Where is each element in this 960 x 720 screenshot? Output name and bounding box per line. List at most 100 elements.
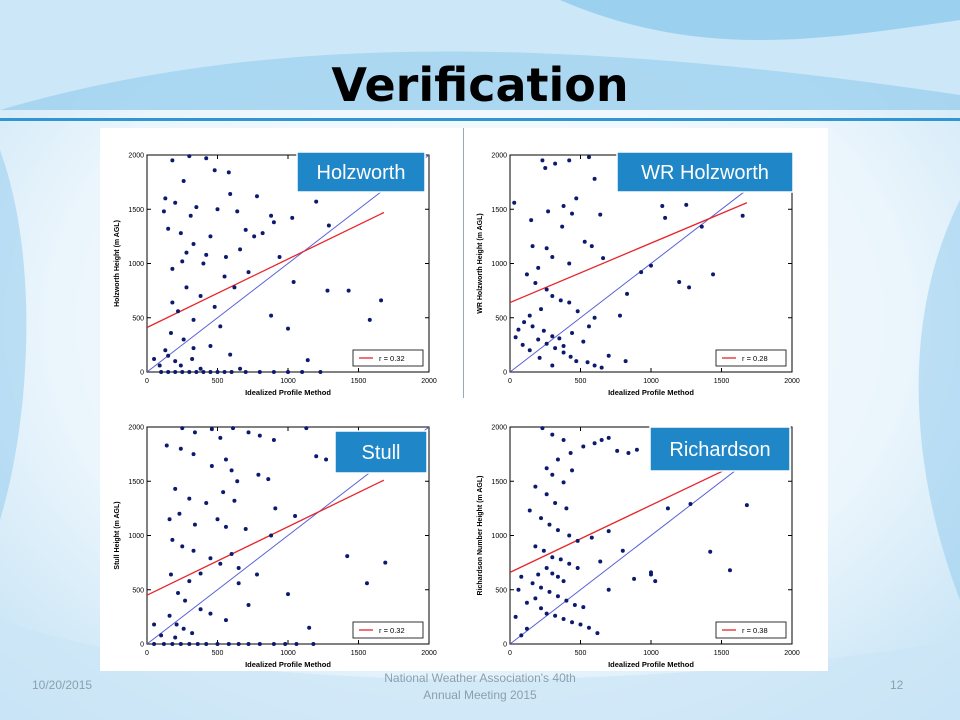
data-point	[547, 589, 552, 594]
data-point	[257, 370, 262, 374]
data-point	[550, 571, 555, 576]
data-point	[599, 365, 604, 370]
data-point	[513, 335, 518, 340]
data-point	[524, 600, 529, 605]
data-point	[286, 326, 290, 331]
data-point	[586, 625, 591, 630]
data-point	[513, 614, 518, 619]
data-point	[178, 642, 183, 646]
data-point	[170, 158, 175, 163]
data-point	[166, 353, 171, 358]
data-point	[198, 294, 203, 299]
data-point	[519, 574, 524, 579]
data-point	[567, 158, 572, 163]
data-point	[606, 353, 611, 358]
data-point	[163, 348, 168, 353]
data-point	[586, 155, 591, 160]
data-point	[364, 581, 369, 586]
data-point	[246, 430, 251, 435]
data-point	[617, 313, 622, 318]
data-point	[592, 315, 597, 320]
data-point	[553, 161, 558, 166]
data-point	[243, 526, 248, 531]
data-point	[223, 524, 228, 529]
data-point	[589, 535, 594, 540]
y-tick-label: 1000	[491, 261, 507, 268]
data-point	[553, 613, 558, 618]
data-point	[649, 572, 653, 577]
data-point	[209, 427, 214, 432]
data-point	[223, 254, 228, 259]
data-point	[516, 327, 521, 332]
y-tick-label: 0	[503, 642, 507, 649]
data-point	[238, 366, 243, 371]
data-point	[260, 231, 265, 236]
data-point	[252, 234, 257, 239]
chart-2: 0 500 1000 1500 2000 0 500 1000 1500 2000 Idealize…	[114, 425, 437, 670]
data-point	[180, 544, 185, 549]
x-tick-label: 1000	[643, 650, 659, 657]
data-point	[536, 265, 541, 270]
legend-text: r = 0.32	[379, 354, 405, 363]
regression-line	[147, 211, 385, 329]
data-point	[572, 602, 577, 607]
data-point	[269, 533, 274, 538]
data-point	[181, 337, 186, 342]
data-point	[527, 508, 532, 513]
data-point	[711, 272, 716, 277]
data-point	[575, 309, 580, 314]
data-point	[222, 274, 227, 279]
data-point	[615, 448, 620, 453]
data-point	[599, 438, 604, 443]
y-tick-label: 2000	[491, 153, 507, 160]
footer-meeting-line2: Annual Meeting 2015	[423, 688, 537, 702]
x-tick-label: 0	[145, 650, 149, 657]
data-point	[194, 205, 199, 210]
page-number: 12	[890, 678, 904, 692]
data-point	[152, 622, 157, 627]
data-point	[581, 444, 586, 449]
data-point	[184, 250, 189, 255]
data-point	[180, 370, 185, 374]
data-point	[582, 239, 587, 244]
data-point	[639, 270, 644, 275]
data-point	[598, 212, 603, 217]
data-point	[516, 587, 521, 592]
x-tick-label: 2000	[421, 378, 437, 385]
data-point	[235, 479, 240, 484]
data-point	[550, 432, 555, 437]
y-tick-label: 1500	[128, 479, 144, 486]
chart-3: 0 500 1000 1500 2000 0 500 1000 1500 2000 Idealize…	[477, 425, 800, 670]
data-point	[191, 241, 196, 246]
y-axis-label: WR Holzworth Height (m AGL)	[477, 213, 484, 313]
legend-box	[715, 621, 787, 639]
data-point	[520, 342, 525, 347]
data-point	[201, 261, 206, 266]
data-point	[190, 631, 195, 636]
data-point	[170, 266, 175, 271]
data-point	[183, 598, 188, 603]
chart-1: 0 500 1000 1500 2000 0 500 1000 1500 2000 Idealize…	[477, 151, 800, 397]
data-point	[283, 642, 288, 646]
data-point	[273, 506, 278, 511]
data-point	[550, 334, 555, 339]
data-point	[541, 328, 546, 333]
data-point	[550, 555, 555, 560]
regression-line	[147, 479, 385, 596]
data-point	[178, 446, 183, 451]
data-point	[570, 468, 575, 473]
data-point	[379, 298, 384, 303]
data-point	[536, 572, 541, 577]
y-tick-label: 1000	[128, 533, 144, 540]
data-point	[687, 285, 692, 290]
data-point	[173, 370, 178, 374]
data-point	[170, 537, 175, 542]
data-point	[222, 370, 227, 374]
data-point	[606, 529, 611, 534]
legend-box	[715, 349, 787, 367]
data-point	[235, 209, 240, 214]
data-point	[530, 244, 535, 249]
data-point	[304, 426, 309, 431]
data-point	[606, 435, 611, 440]
data-point	[187, 496, 192, 501]
